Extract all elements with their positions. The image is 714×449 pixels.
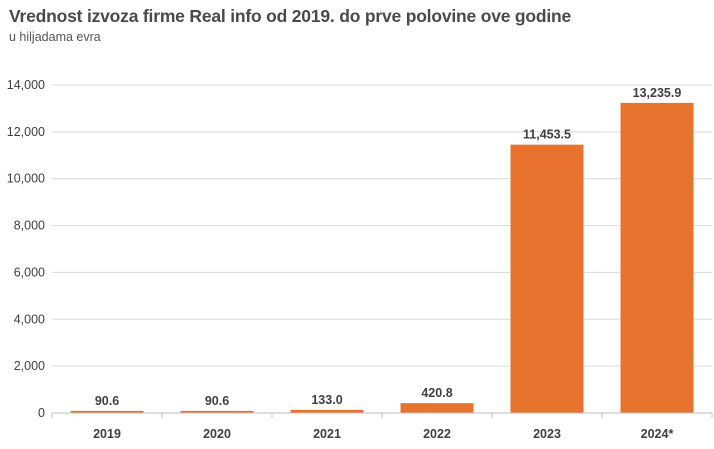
x-tick-label: 2021 — [313, 427, 341, 441]
chart-subtitle: u hiljadama evra — [9, 30, 101, 44]
bar-2021 — [290, 409, 364, 413]
y-tick-label: 14,000 — [7, 78, 45, 92]
y-axis-ticks: 0 2,000 4,000 6,000 8,000 10,000 12,000 14,000 — [7, 78, 45, 420]
value-label: 90.6 — [95, 394, 119, 408]
y-tick-label: 10,000 — [7, 172, 45, 186]
value-labels: 90.6 90.6 133.0 420.8 11,453.5 13,235.9 — [95, 86, 682, 408]
value-label: 13,235.9 — [633, 86, 682, 100]
bar-2019 — [70, 410, 144, 413]
x-tick-label: 2023 — [533, 427, 561, 441]
bar-2024 — [620, 102, 694, 414]
y-tick-label: 12,000 — [7, 125, 45, 139]
bar-2020 — [180, 410, 254, 413]
x-axis-labels: 2019 2020 2021 2022 2023 2024* — [51, 413, 713, 441]
y-tick-label: 8,000 — [14, 219, 45, 233]
y-tick-label: 0 — [38, 406, 45, 420]
value-label: 420.8 — [421, 386, 452, 400]
chart-title: Vrednost izvoza firme Real info od 2019.… — [9, 6, 572, 26]
y-tick-label: 6,000 — [14, 265, 45, 279]
value-label: 90.6 — [205, 394, 229, 408]
x-tick-label: 2020 — [203, 427, 231, 441]
bar-2023 — [510, 144, 584, 413]
bar-2022 — [400, 403, 474, 413]
x-tick-label: 2019 — [93, 427, 121, 441]
x-tick-label: 2022 — [423, 427, 451, 441]
value-label: 133.0 — [311, 393, 342, 407]
gridlines — [52, 84, 712, 367]
bars — [70, 102, 694, 414]
y-tick-label: 4,000 — [14, 312, 45, 326]
x-tick-label: 2024* — [641, 427, 674, 441]
y-tick-label: 2,000 — [14, 359, 45, 373]
value-label: 11,453.5 — [523, 128, 571, 142]
